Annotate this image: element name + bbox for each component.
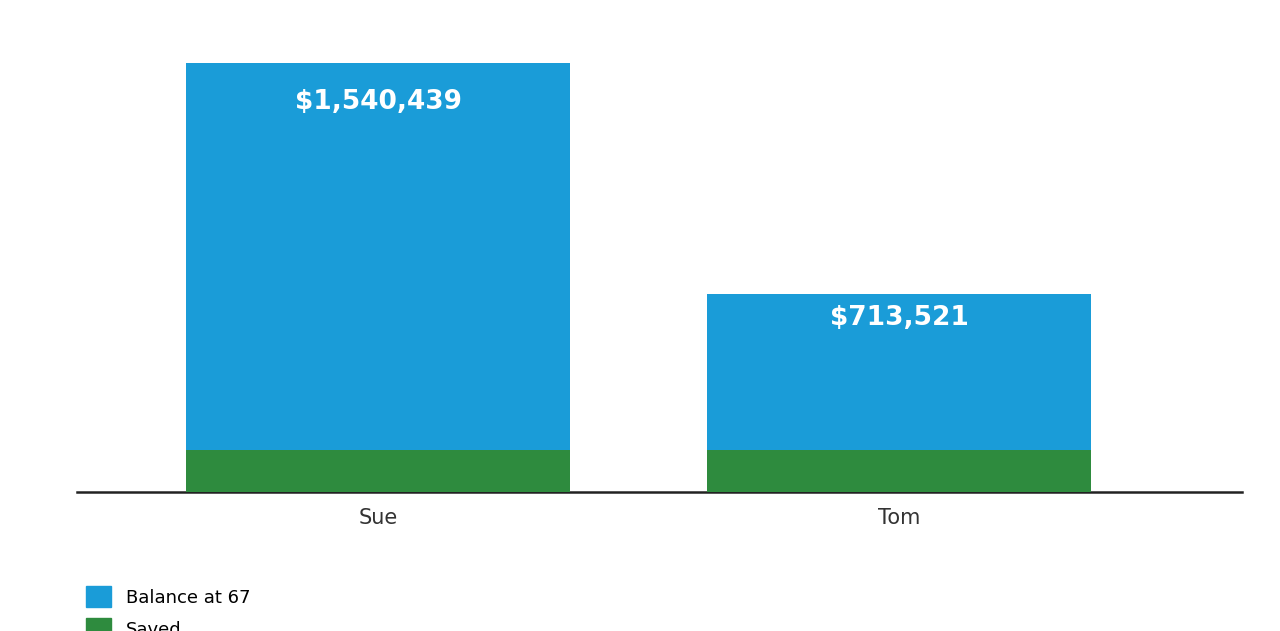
Bar bbox=[707, 451, 1091, 492]
Bar bbox=[707, 293, 1091, 492]
Text: $150,000: $150,000 bbox=[829, 458, 969, 485]
Bar bbox=[187, 63, 570, 492]
Text: $1,540,439: $1,540,439 bbox=[294, 89, 462, 115]
Legend: Balance at 67, Saved: Balance at 67, Saved bbox=[86, 586, 250, 631]
Text: $150,000: $150,000 bbox=[308, 458, 448, 485]
Bar bbox=[187, 451, 570, 492]
Text: $713,521: $713,521 bbox=[829, 305, 969, 331]
